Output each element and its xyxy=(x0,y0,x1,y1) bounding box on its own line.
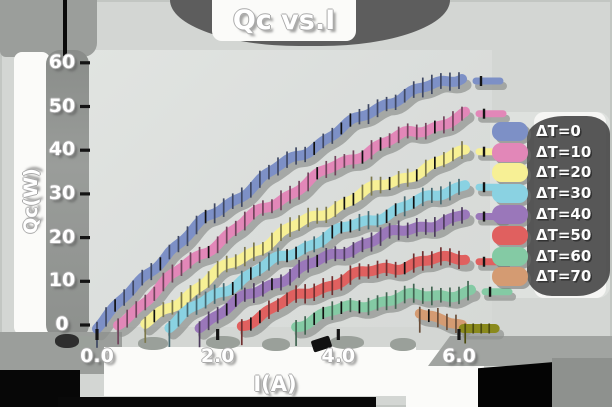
title-panel xyxy=(212,0,356,41)
legend-swatch-icon xyxy=(492,225,528,245)
y-tick-label: 60 xyxy=(48,50,76,73)
x-axis-panel xyxy=(104,347,416,396)
legend-label: ΔT=60 xyxy=(536,246,592,265)
x-tick-label: 6.0 xyxy=(442,345,476,367)
bottom-black-strip xyxy=(58,397,376,407)
top-left-shadow-block xyxy=(0,0,97,57)
bottom-right-gray-block xyxy=(552,358,612,407)
plot-area xyxy=(84,50,492,327)
y-axis-label: Qc(W) xyxy=(20,168,42,234)
x-tick-label: 2.0 xyxy=(200,345,235,367)
legend-item: ΔT=70 xyxy=(492,267,610,288)
shadow-smudge xyxy=(262,338,290,351)
legend-item: ΔT=0 xyxy=(492,121,610,142)
y-tick-label: 0 xyxy=(55,313,69,335)
legend-label: ΔT=20 xyxy=(536,163,592,182)
chart-title: Qc vs.I xyxy=(232,5,336,36)
shadow-smudge xyxy=(390,338,416,351)
legend-label: ΔT=10 xyxy=(536,142,592,161)
legend-swatch-icon xyxy=(492,267,528,287)
y-axis-panel xyxy=(14,52,50,335)
y-tick-label: 20 xyxy=(48,225,76,248)
x-tick-label: 0.0 xyxy=(80,345,114,367)
top-left-black-line xyxy=(63,0,67,56)
y-tick-label: 30 xyxy=(48,181,76,204)
legend-item: ΔT=60 xyxy=(492,246,610,267)
legend-item: ΔT=20 xyxy=(492,163,610,184)
legend-item: ΔT=30 xyxy=(492,183,610,204)
legend-swatch-icon xyxy=(492,246,528,266)
x-tick-label: 4.0 xyxy=(321,345,356,367)
legend-label: ΔT=0 xyxy=(536,121,581,140)
legend-swatch-icon xyxy=(492,121,528,141)
legend-label: ΔT=70 xyxy=(536,267,592,286)
legend-label: ΔT=40 xyxy=(536,205,592,224)
legend-swatch-icon xyxy=(492,184,528,204)
legend-swatch-icon xyxy=(492,205,528,225)
legend-swatch-icon xyxy=(492,163,528,183)
y-tick-label: 10 xyxy=(48,269,76,292)
legend: ΔT=0 ΔT=10 ΔT=20 ΔT=30 ΔT=40 ΔT=50 ΔT=60 ΔT=70 xyxy=(492,121,610,287)
legend-item: ΔT=10 xyxy=(492,142,610,163)
legend-shadow-blob xyxy=(527,116,610,296)
bottom-right-black-blob xyxy=(478,362,554,407)
legend-label: ΔT=50 xyxy=(536,225,592,244)
legend-item: ΔT=50 xyxy=(492,225,610,246)
shadow-smudge xyxy=(138,337,168,350)
legend-label: ΔT=30 xyxy=(536,184,592,203)
y-tick-label: 40 xyxy=(48,138,76,161)
legend-item: ΔT=40 xyxy=(492,204,610,225)
legend-swatch-icon xyxy=(492,142,528,162)
dark-smudge xyxy=(55,334,79,348)
x-axis-label: I(A) xyxy=(253,372,297,396)
y-tick-label: 50 xyxy=(48,94,76,117)
